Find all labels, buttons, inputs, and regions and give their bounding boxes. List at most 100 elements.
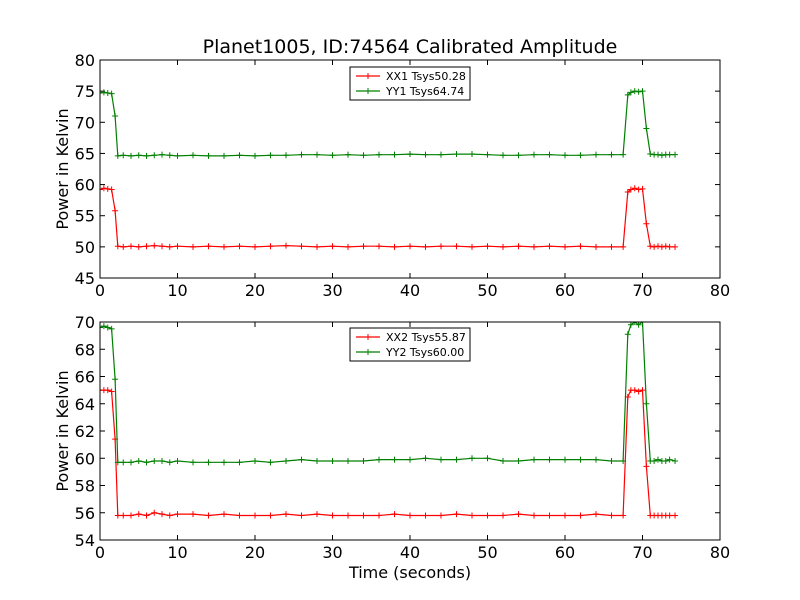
top-data-point xyxy=(100,90,103,97)
top-x-tick-label: 40 xyxy=(400,281,420,300)
top-data-point xyxy=(391,151,398,158)
top-data-point xyxy=(360,243,367,250)
bottom-data-point xyxy=(267,459,274,466)
bottom-data-point xyxy=(174,511,181,518)
bottom-data-point xyxy=(143,512,150,519)
top-x-tick-label: 30 xyxy=(322,281,342,300)
top-data-point xyxy=(174,152,181,159)
top-x-tick-label: 20 xyxy=(245,281,265,300)
top-data-point xyxy=(108,90,115,97)
bottom-data-point xyxy=(608,512,615,519)
top-data-point xyxy=(643,220,650,227)
bottom-data-point xyxy=(120,459,127,466)
bottom-data-point xyxy=(484,512,491,519)
top-data-point xyxy=(620,151,627,158)
bottom-y-tick-label: 56 xyxy=(75,504,95,523)
bottom-data-point xyxy=(252,457,258,464)
bottom-data-point xyxy=(438,512,444,519)
top-x-tick-label: 60 xyxy=(555,281,575,300)
top-data-point xyxy=(151,152,158,159)
top-y-tick-label: 70 xyxy=(75,113,95,132)
bottom-data-point xyxy=(672,457,679,464)
bottom-data-point xyxy=(329,457,336,464)
bottom-data-point xyxy=(577,512,584,519)
top-data-point xyxy=(422,243,429,250)
bottom-data-point xyxy=(624,331,631,338)
bottom-data-point xyxy=(100,323,107,330)
bottom-data-point xyxy=(376,512,382,519)
bottom-data-point xyxy=(120,512,127,519)
top-y-axis-label: Power in Kelvin xyxy=(53,108,72,229)
top-data-point xyxy=(314,243,320,250)
bottom-data-point xyxy=(166,512,173,519)
bottom-data-point xyxy=(643,400,650,407)
top-x-tick-label: 80 xyxy=(710,281,730,300)
top-data-point xyxy=(407,151,413,158)
bottom-data-point xyxy=(546,456,553,463)
top-data-point xyxy=(647,151,654,158)
top-data-point xyxy=(120,152,127,159)
top-data-point xyxy=(376,151,382,158)
bottom-data-point xyxy=(151,509,158,516)
bottom-data-point xyxy=(672,512,679,519)
bottom-data-point xyxy=(329,512,336,519)
bottom-data-point xyxy=(283,511,289,518)
top-data-point xyxy=(666,151,673,158)
top-data-point xyxy=(112,113,119,120)
bottom-data-point xyxy=(639,387,646,394)
top-data-point xyxy=(298,151,305,158)
top-y-tick-label: 80 xyxy=(75,51,95,70)
bottom-x-tick-label: 0 xyxy=(95,543,105,562)
top-data-point xyxy=(205,152,212,159)
bottom-data-point xyxy=(500,512,506,519)
bottom-x-tick-label: 30 xyxy=(322,543,342,562)
top-data-point xyxy=(453,243,460,250)
bottom-data-point xyxy=(620,512,627,519)
bottom-data-point xyxy=(500,457,506,464)
bottom-data-point xyxy=(666,456,673,463)
top-data-point xyxy=(662,243,669,250)
top-data-point xyxy=(108,186,115,193)
top-legend-marker xyxy=(365,73,371,79)
bottom-series-2 xyxy=(100,322,679,466)
top-data-point xyxy=(593,151,599,158)
bottom-legend-marker xyxy=(365,334,371,340)
bottom-data-point xyxy=(422,455,429,462)
bottom-x-tick-label: 40 xyxy=(400,543,420,562)
bottom-data-point xyxy=(562,512,568,519)
top-data-point xyxy=(128,243,134,250)
top-data-point xyxy=(655,151,661,158)
bottom-data-point xyxy=(608,457,615,464)
top-data-point xyxy=(639,185,646,192)
bottom-data-point xyxy=(651,457,658,464)
bottom-data-point xyxy=(376,456,382,463)
top-data-point xyxy=(298,243,305,250)
top-data-point xyxy=(143,152,150,159)
top-data-point xyxy=(120,243,127,250)
top-data-point xyxy=(407,243,413,250)
top-y-tick-label: 65 xyxy=(75,144,95,163)
bottom-y-tick-label: 70 xyxy=(75,313,95,332)
top-data-point xyxy=(283,152,289,159)
top-data-point xyxy=(135,152,142,159)
bottom-data-point xyxy=(531,512,537,519)
top-data-point xyxy=(190,243,196,250)
bottom-legend-label: YY2 Tsys60.00 xyxy=(385,346,464,359)
top-legend: XX1 Tsys50.28 YY1 Tsys64.74 xyxy=(349,66,471,101)
top-legend-box xyxy=(349,66,471,101)
bottom-data-point xyxy=(174,457,181,464)
top-data-point xyxy=(128,152,134,159)
top-data-point xyxy=(500,152,506,159)
bottom-data-point xyxy=(515,457,522,464)
bottom-data-point xyxy=(438,456,444,463)
bottom-data-point xyxy=(114,512,121,519)
top-data-point xyxy=(515,152,522,159)
top-data-point xyxy=(114,152,121,159)
top-data-point xyxy=(546,243,553,250)
top-data-point xyxy=(205,243,212,250)
top-data-point xyxy=(631,185,638,192)
bottom-data-point xyxy=(298,512,305,519)
top-data-point xyxy=(252,243,258,250)
bottom-data-point xyxy=(453,456,460,463)
bottom-data-point xyxy=(205,459,212,466)
